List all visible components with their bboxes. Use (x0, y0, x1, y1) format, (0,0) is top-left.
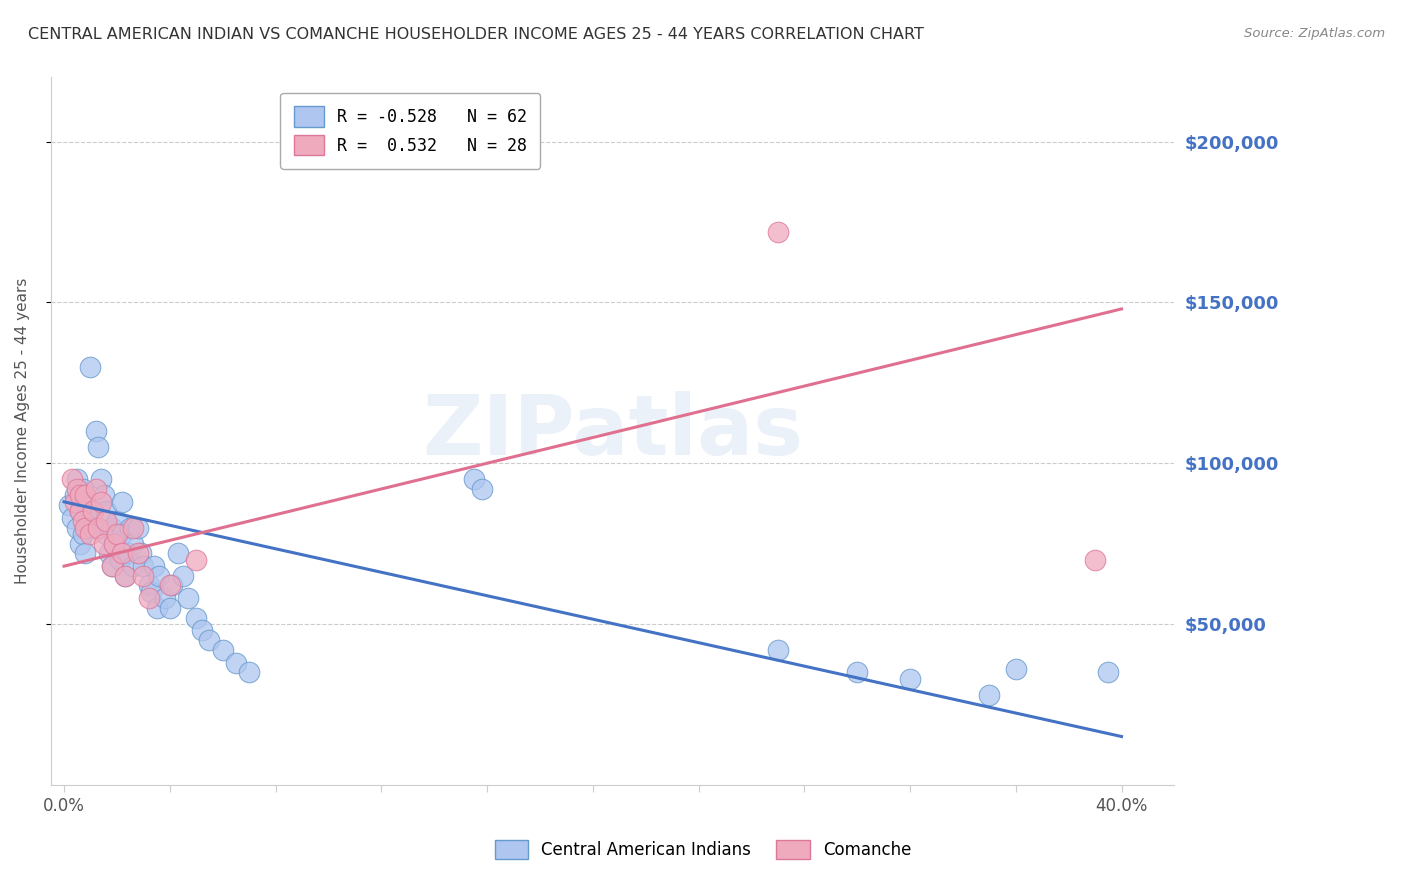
Point (159, 578, 181, 592)
Point (111, 495, 134, 509)
Point (69, 504, 91, 518)
Point (471, 482, 494, 496)
Text: ZIPatlas: ZIPatlas (422, 391, 803, 472)
Point (75, 546, 97, 560)
Point (93, 488, 115, 502)
Point (66, 472, 89, 486)
Point (100, 559, 122, 574)
Point (159, 601, 181, 615)
Point (75, 520, 97, 534)
Point (120, 520, 142, 534)
Point (153, 591, 176, 606)
Point (166, 546, 188, 560)
Point (79, 359, 101, 374)
Legend: R = -0.528   N = 62, R =  0.532   N = 28: R = -0.528 N = 62, R = 0.532 N = 28 (280, 93, 540, 169)
Point (75, 488, 97, 502)
Point (127, 520, 149, 534)
Point (148, 568, 170, 582)
Point (129, 546, 152, 560)
Point (79, 527, 101, 541)
Point (127, 546, 149, 560)
Point (1004, 662, 1026, 676)
Point (90, 495, 112, 509)
Point (145, 601, 167, 615)
Point (105, 527, 128, 541)
Point (141, 585, 163, 599)
Point (72, 482, 94, 496)
Point (87, 520, 110, 534)
Text: Source: ZipAtlas.com: Source: ZipAtlas.com (1244, 27, 1385, 40)
Point (1097, 665, 1119, 680)
Point (108, 552, 131, 566)
Point (142, 559, 165, 574)
Point (766, 642, 789, 657)
Point (72, 527, 94, 541)
Point (105, 514, 128, 528)
Point (103, 536, 125, 550)
Point (63, 488, 86, 502)
Point (82, 504, 104, 518)
Point (1084, 552, 1107, 566)
Point (238, 665, 260, 680)
Point (186, 552, 208, 566)
Legend: Central American Indians, Comanche: Central American Indians, Comanche (488, 834, 918, 866)
Point (100, 559, 122, 574)
Point (121, 536, 143, 550)
Point (96, 504, 118, 518)
Point (211, 642, 233, 657)
Point (60, 472, 83, 486)
Point (114, 568, 136, 582)
Point (82, 520, 104, 534)
Point (96, 514, 118, 528)
Point (766, 225, 789, 239)
Point (96, 527, 118, 541)
Point (121, 520, 143, 534)
Point (132, 559, 155, 574)
Point (79, 504, 101, 518)
Point (177, 591, 200, 606)
Y-axis label: Householder Income Ages 25 - 44 years: Householder Income Ages 25 - 44 years (15, 278, 30, 584)
Point (225, 656, 247, 670)
Point (76, 514, 98, 528)
Point (69, 536, 91, 550)
Point (190, 624, 212, 638)
Point (138, 578, 160, 592)
Point (84, 482, 107, 496)
Point (121, 559, 143, 574)
Point (898, 672, 921, 686)
Point (75, 495, 97, 509)
Text: CENTRAL AMERICAN INDIAN VS COMANCHE HOUSEHOLDER INCOME AGES 25 - 44 YEARS CORREL: CENTRAL AMERICAN INDIAN VS COMANCHE HOUS… (28, 27, 924, 42)
Point (69, 504, 91, 518)
Point (93, 536, 115, 550)
Point (186, 610, 208, 624)
Point (60, 511, 83, 525)
Point (84, 424, 107, 438)
Point (463, 472, 485, 486)
Point (979, 688, 1001, 702)
Point (87, 440, 110, 454)
Point (66, 482, 89, 496)
Point (172, 568, 194, 582)
Point (162, 578, 184, 592)
Point (103, 536, 125, 550)
Point (100, 520, 122, 534)
Point (111, 527, 134, 541)
Point (69, 488, 91, 502)
Point (58, 498, 80, 512)
Point (138, 591, 160, 606)
Point (66, 520, 89, 534)
Point (198, 633, 221, 648)
Point (72, 514, 94, 528)
Point (114, 568, 136, 582)
Point (111, 546, 134, 560)
Point (63, 495, 86, 509)
Point (98, 546, 121, 560)
Point (117, 546, 139, 560)
Point (846, 665, 869, 680)
Point (132, 568, 155, 582)
Point (90, 472, 112, 486)
